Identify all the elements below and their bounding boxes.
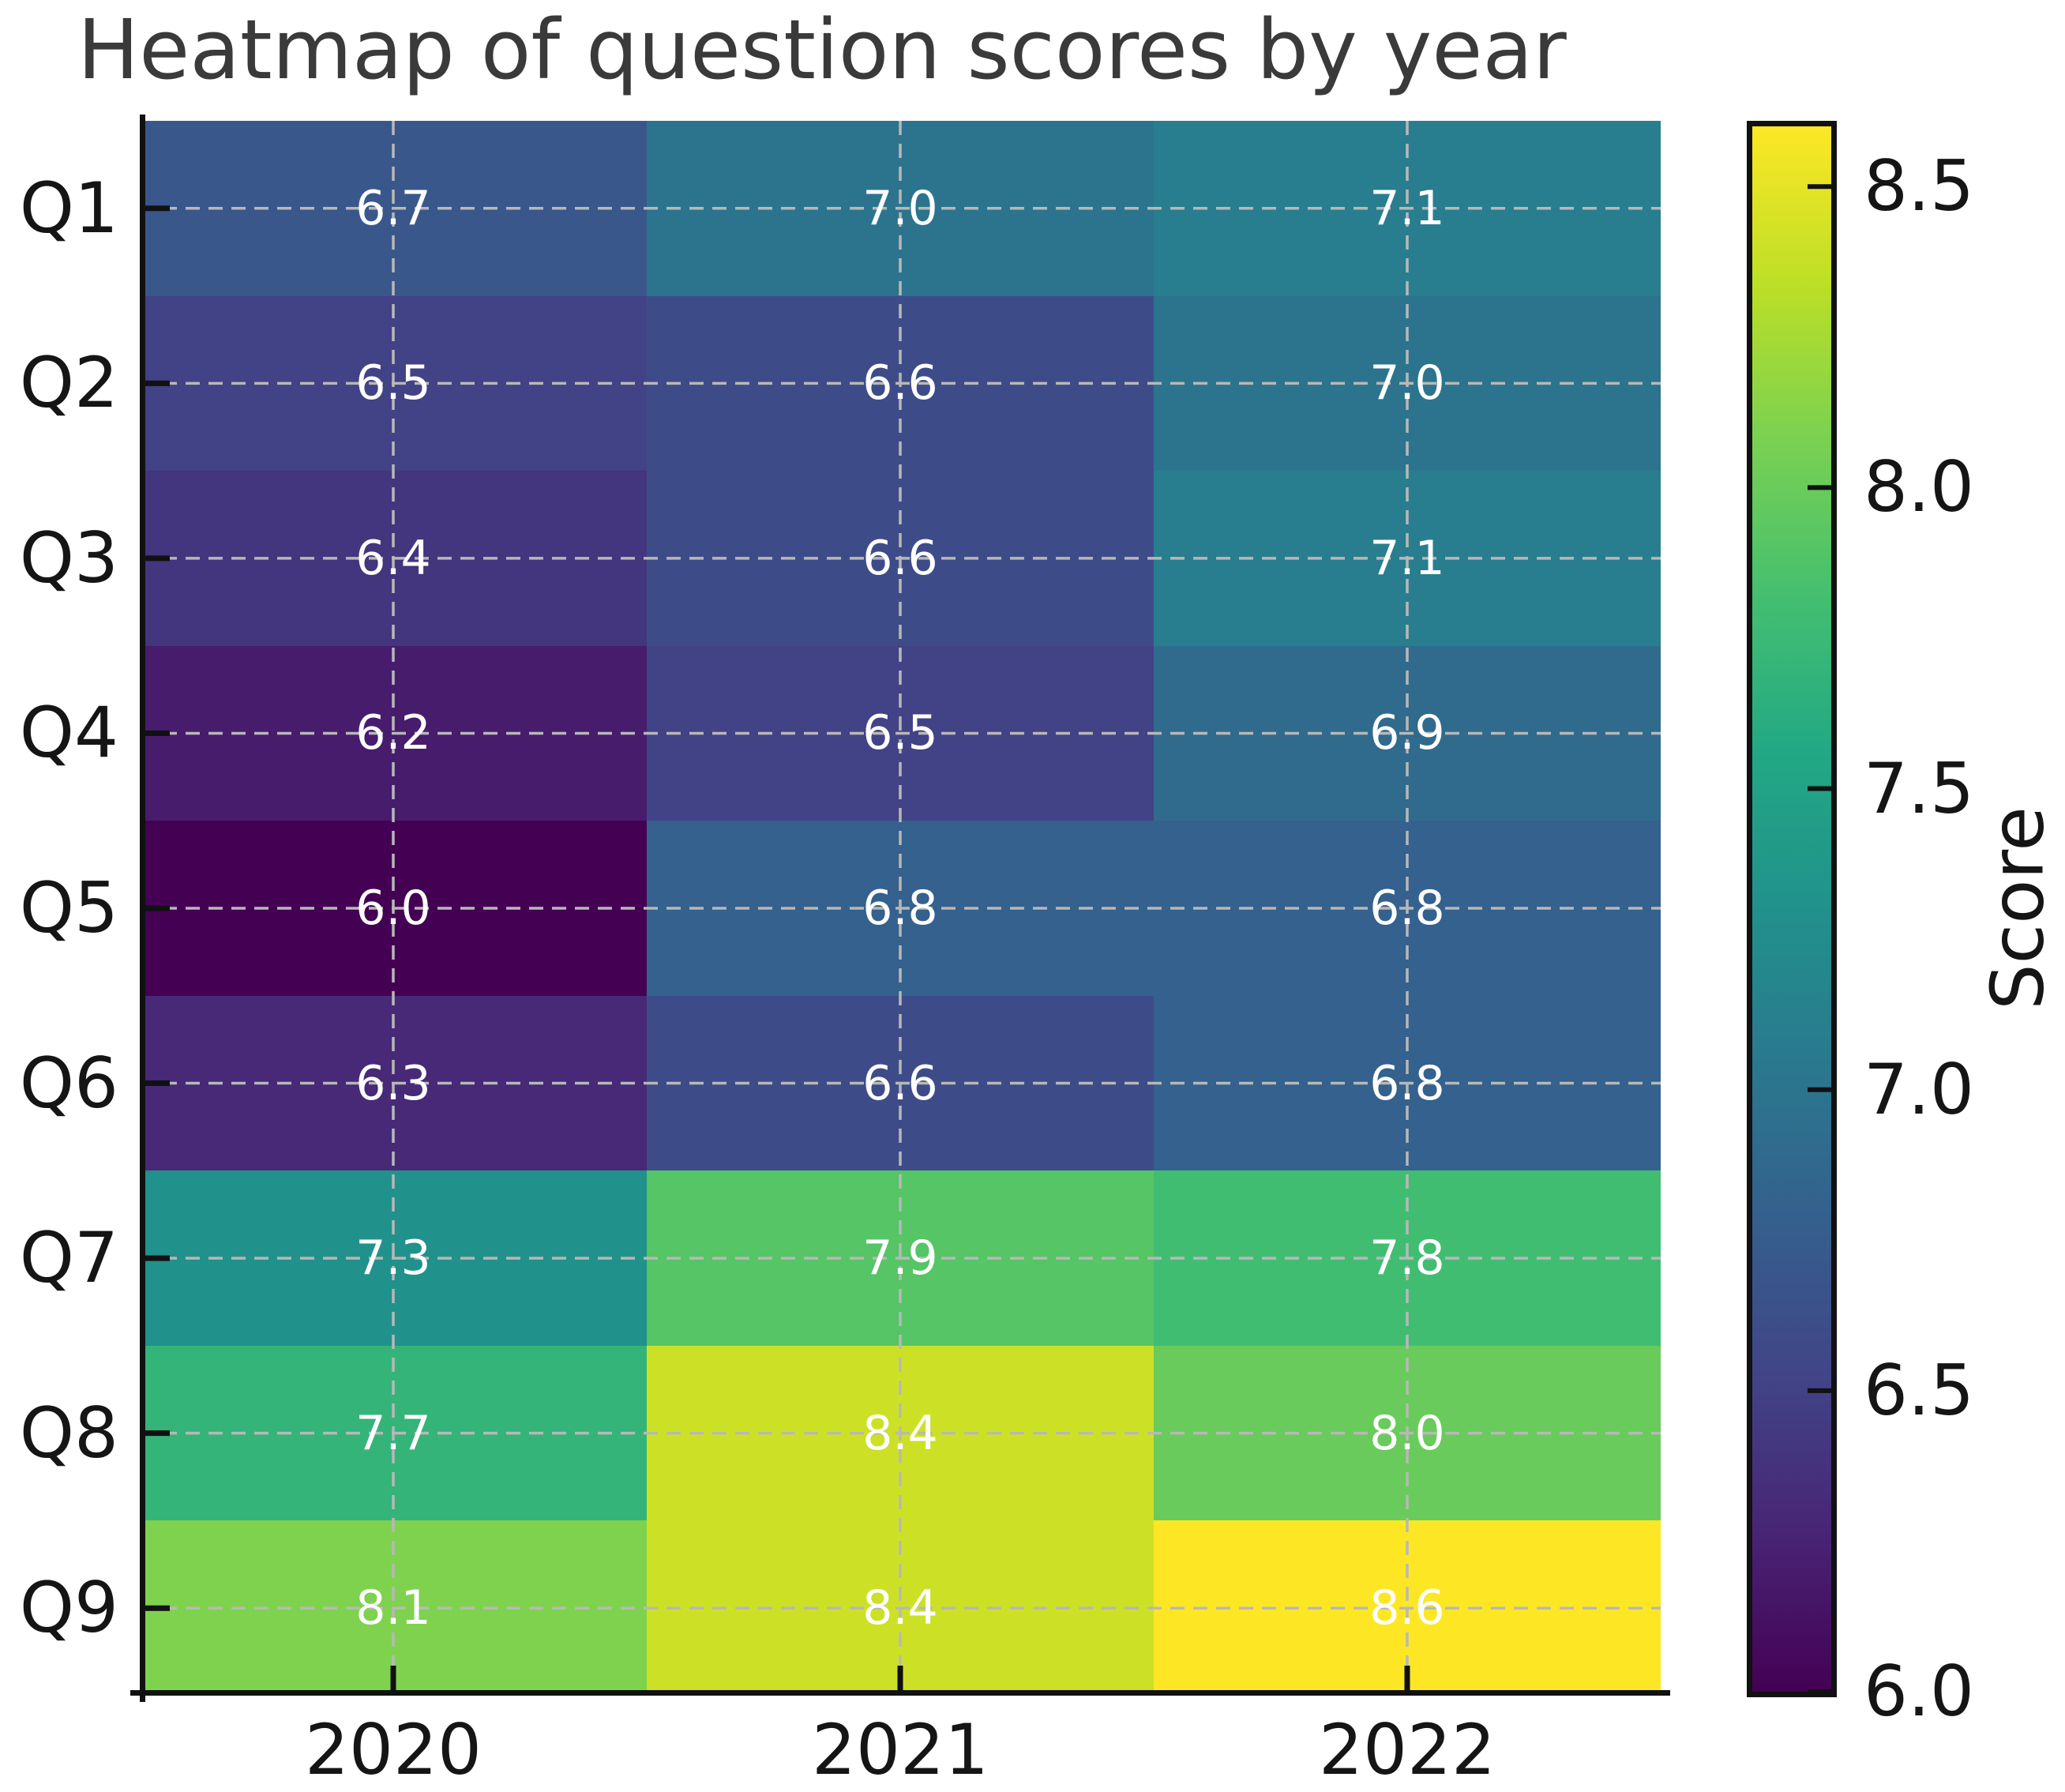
cell-value-label: 6.7 (355, 180, 431, 236)
cell-value-label: 6.8 (1369, 881, 1445, 936)
y-tick-label: Q8 (19, 1392, 118, 1474)
cell-value-label: 8.0 (1369, 1405, 1445, 1461)
cell-value-label: 6.8 (862, 881, 938, 936)
cell-value-label: 6.0 (355, 881, 431, 936)
y-tick-label: Q4 (19, 692, 118, 774)
colorbar-tick-label: 6.0 (1864, 1651, 1974, 1732)
grid-and-ticks-overlay (130, 115, 1670, 1702)
y-tick-label: Q2 (19, 342, 118, 424)
cell-value-label: 6.9 (1369, 705, 1445, 761)
x-tick-label: 2022 (1319, 1709, 1496, 1790)
cell-value-label: 6.5 (355, 355, 431, 411)
cell-value-label: 7.1 (1369, 180, 1445, 236)
cell-value-label: 8.1 (355, 1580, 431, 1636)
cell-value-label: 7.8 (1369, 1230, 1445, 1287)
cell-value-label: 7.3 (355, 1230, 431, 1287)
cell-value-label: 7.1 (1369, 530, 1445, 586)
colorbar-gradient (1752, 126, 1831, 1692)
cell-value-label: 6.5 (862, 705, 938, 761)
y-tick-label: Q6 (19, 1042, 118, 1124)
cell-value-label: 7.0 (862, 180, 938, 236)
colorbar-tick-label: 6.5 (1864, 1349, 1974, 1431)
cell-value-label: 6.6 (862, 530, 938, 586)
cell-value-label: 8.4 (862, 1580, 938, 1636)
y-tick-label: Q1 (19, 167, 118, 249)
y-tick-label: Q7 (19, 1217, 118, 1299)
colorbar-tick-label: 8.5 (1864, 145, 1974, 227)
colorbar (1747, 121, 1837, 1697)
colorbar-tick-label: 8.0 (1864, 446, 1974, 528)
cell-value-label: 7.0 (1369, 355, 1445, 411)
chart-title: Heatmap of question scores by year (77, 2, 1567, 98)
heatmap-plot: 6.7 7.0 7.1 6.5 6.6 7.0 6.4 6.6 7.1 6.2 6.5 6.9 6.0 6… (130, 115, 1670, 1702)
cell-value-label: 6.6 (862, 355, 938, 411)
y-tick-label: Q9 (19, 1567, 118, 1649)
cell-value-label: 6.8 (1369, 1055, 1445, 1111)
cell-value-label: 6.3 (355, 1055, 431, 1111)
cell-value-label: 7.7 (355, 1405, 431, 1461)
x-tick-label: 2021 (812, 1709, 989, 1790)
colorbar-axis-label: Score (1975, 806, 2060, 1010)
cell-value-label: 7.9 (862, 1230, 938, 1287)
cell-value-label: 6.2 (355, 705, 431, 761)
cell-annotations: 6.7 7.0 7.1 6.5 6.6 7.0 6.4 6.6 7.1 6.2 6.5 6.9 6.0 6… (140, 121, 1661, 1696)
cell-value-label: 8.6 (1369, 1580, 1445, 1636)
x-tick-label: 2020 (305, 1709, 482, 1790)
colorbar-ticks (1808, 184, 1831, 1692)
colorbar-tick-label: 7.5 (1864, 747, 1974, 829)
cell-value-label: 6.6 (862, 1055, 938, 1111)
cell-value-label: 8.4 (862, 1405, 938, 1461)
y-tick-label: Q3 (19, 517, 118, 599)
colorbar-tick-label: 7.0 (1864, 1048, 1974, 1130)
cell-value-label: 6.4 (355, 530, 431, 586)
y-tick-label: Q5 (19, 867, 118, 949)
